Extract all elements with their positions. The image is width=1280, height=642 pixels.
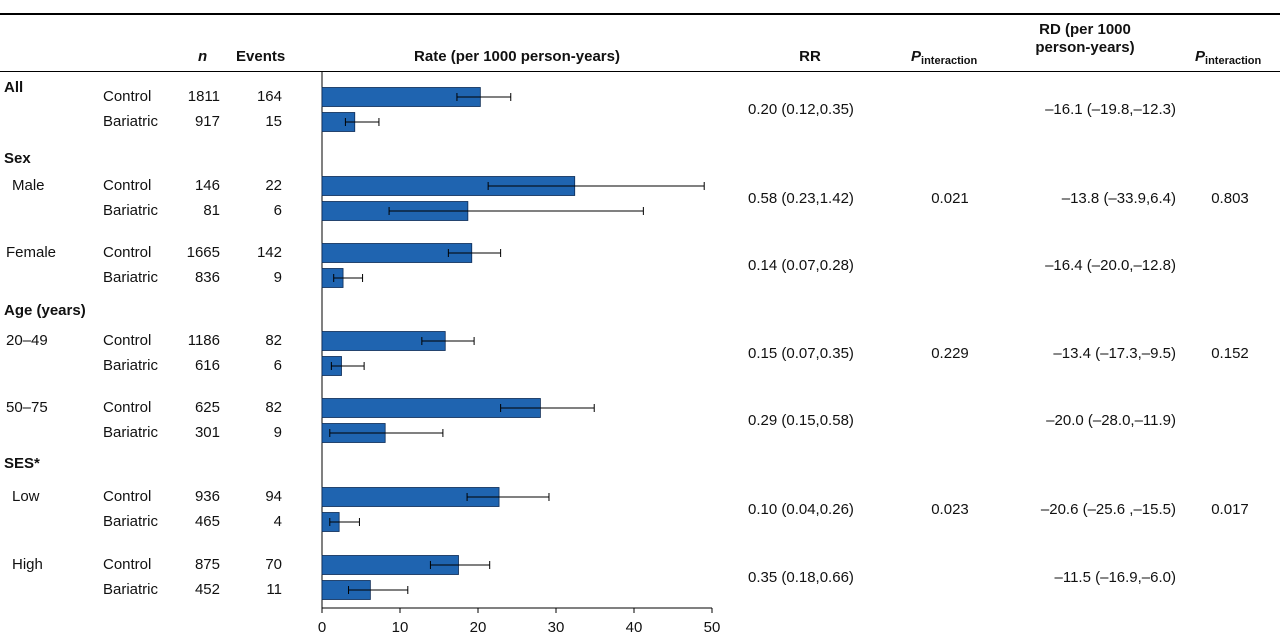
arm-label: Control [103, 399, 152, 416]
arm-label: Bariatric [103, 113, 159, 130]
n-value: 875 [194, 556, 220, 573]
rd-value: –13.4 (–17.3,–9.5) [1053, 344, 1176, 362]
n-value: 1186 [187, 332, 220, 349]
header-p-interaction-rd: Pinteraction [1195, 48, 1262, 67]
rr-value: 0.15 (0.07,0.35) [748, 344, 854, 362]
events-value: 22 [265, 177, 282, 194]
p-interaction-rr: 0.229 [931, 344, 969, 362]
arm-label: Control [103, 488, 152, 505]
x-tick-label: 50 [704, 619, 721, 636]
n-value: 616 [194, 357, 220, 374]
events-value: 82 [265, 332, 282, 349]
x-tick-label: 40 [626, 619, 643, 636]
subgroup-label: 20–49 [6, 332, 48, 349]
rr-value: 0.20 (0.12,0.35) [748, 100, 854, 118]
arm-label: Control [103, 88, 152, 105]
arm-label: Bariatric [103, 269, 159, 286]
arm-label: Control [103, 556, 152, 573]
top-rule [0, 13, 1280, 15]
p-interaction-rr: 0.021 [931, 189, 969, 207]
x-tick-label: 0 [318, 619, 326, 636]
events-value: 142 [256, 244, 282, 261]
rr-value: 0.14 (0.07,0.28) [748, 256, 854, 274]
events-value: 11 [266, 581, 282, 598]
rr-value: 0.35 (0.18,0.66) [748, 568, 854, 586]
arm-label: Control [103, 244, 152, 261]
header-rate: Rate (per 1000 person-years) [414, 48, 620, 65]
events-value: 15 [265, 113, 282, 130]
header-rd-line2: person-years) [1035, 39, 1135, 56]
group-label-all: All [4, 79, 24, 96]
arm-label: Bariatric [103, 424, 159, 441]
subgroup-label: High [12, 556, 43, 573]
x-tick-label: 20 [470, 619, 487, 636]
events-value: 70 [265, 556, 282, 573]
x-tick-label: 10 [392, 619, 409, 636]
n-value: 81 [203, 202, 220, 219]
p-interaction-rd: 0.803 [1211, 189, 1249, 207]
arm-label: Control [103, 177, 152, 194]
events-value: 6 [273, 202, 282, 219]
n-value: 465 [194, 513, 220, 530]
n-value: 1811 [187, 88, 220, 105]
group-label-ses: SES* [4, 455, 40, 472]
subgroup-label: Female [6, 244, 57, 261]
header-n: n [198, 48, 208, 65]
n-value: 452 [194, 581, 220, 598]
n-value: 1665 [186, 244, 220, 261]
events-value: 164 [256, 88, 282, 105]
header-rr: RR [799, 48, 821, 65]
subgroup-label: Male [12, 177, 45, 194]
n-value: 301 [194, 424, 220, 441]
rd-value: –16.1 (–19.8,–12.3) [1045, 100, 1176, 118]
group-label-age: Age (years) [4, 302, 86, 319]
rd-value: –20.0 (–28.0,–11.9) [1046, 411, 1176, 429]
header-events: Events [236, 48, 286, 65]
n-value: 836 [194, 269, 220, 286]
rd-value: –16.4 (–20.0,–12.8) [1045, 256, 1176, 274]
arm-label: Control [103, 332, 152, 349]
events-value: 6 [273, 357, 282, 374]
rr-value: 0.58 (0.23,1.42) [748, 189, 854, 207]
rr-value: 0.29 (0.15,0.58) [748, 411, 854, 429]
n-value: 146 [194, 177, 220, 194]
arm-label: Bariatric [103, 202, 159, 219]
arm-label: Bariatric [103, 581, 159, 598]
group-label-sex: Sex [4, 150, 31, 167]
header-p-interaction-rr: Pinteraction [911, 48, 978, 67]
rd-value: –13.8 (–33.9,6.4) [1061, 189, 1176, 207]
events-value: 94 [265, 488, 282, 505]
header-rule [0, 71, 1280, 72]
n-value: 936 [194, 488, 220, 505]
arm-label: Bariatric [103, 357, 159, 374]
n-value: 917 [194, 113, 220, 130]
events-value: 4 [273, 513, 282, 530]
events-value: 82 [265, 399, 282, 416]
rd-value: –11.5 (–16.9,–6.0) [1054, 568, 1176, 586]
p-interaction-rd: 0.152 [1211, 344, 1249, 362]
header-rd-line1: RD (per 1000 [1039, 21, 1131, 38]
events-value: 9 [273, 424, 282, 441]
p-interaction-rd: 0.017 [1211, 500, 1249, 518]
subgroup-label: 50–75 [6, 399, 48, 416]
p-interaction-rr: 0.023 [931, 500, 969, 518]
rr-value: 0.10 (0.04,0.26) [748, 500, 854, 518]
x-tick-label: 30 [548, 619, 565, 636]
events-value: 9 [273, 269, 282, 286]
n-value: 625 [194, 399, 220, 416]
rd-value: –20.6 (–25.6 ,–15.5) [1040, 500, 1176, 518]
arm-label: Bariatric [103, 513, 159, 530]
subgroup-label: Low [12, 488, 40, 505]
